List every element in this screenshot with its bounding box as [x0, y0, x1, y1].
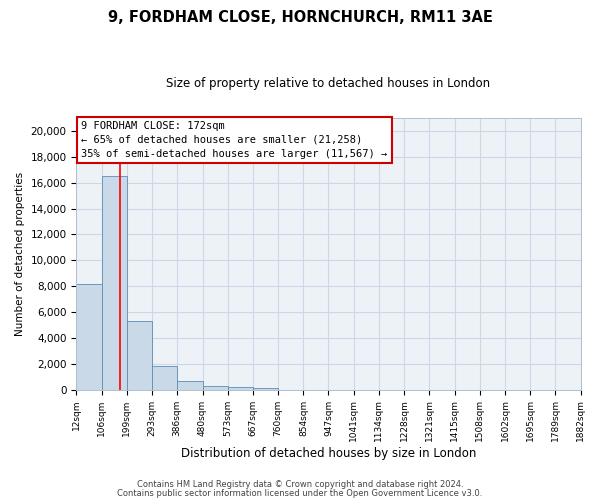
X-axis label: Distribution of detached houses by size in London: Distribution of detached houses by size …	[181, 447, 476, 460]
Text: 9 FORDHAM CLOSE: 172sqm
← 65% of detached houses are smaller (21,258)
35% of sem: 9 FORDHAM CLOSE: 172sqm ← 65% of detache…	[82, 121, 388, 159]
Bar	[253, 388, 278, 390]
Bar	[127, 321, 152, 390]
Bar	[102, 176, 127, 390]
Bar	[203, 386, 227, 390]
Text: Contains HM Land Registry data © Crown copyright and database right 2024.: Contains HM Land Registry data © Crown c…	[137, 480, 463, 489]
Bar	[152, 366, 177, 390]
Bar	[177, 380, 203, 390]
Bar	[227, 387, 253, 390]
Bar	[76, 284, 102, 390]
Y-axis label: Number of detached properties: Number of detached properties	[15, 172, 25, 336]
Text: Contains public sector information licensed under the Open Government Licence v3: Contains public sector information licen…	[118, 488, 482, 498]
Text: 9, FORDHAM CLOSE, HORNCHURCH, RM11 3AE: 9, FORDHAM CLOSE, HORNCHURCH, RM11 3AE	[107, 10, 493, 25]
Title: Size of property relative to detached houses in London: Size of property relative to detached ho…	[166, 78, 491, 90]
